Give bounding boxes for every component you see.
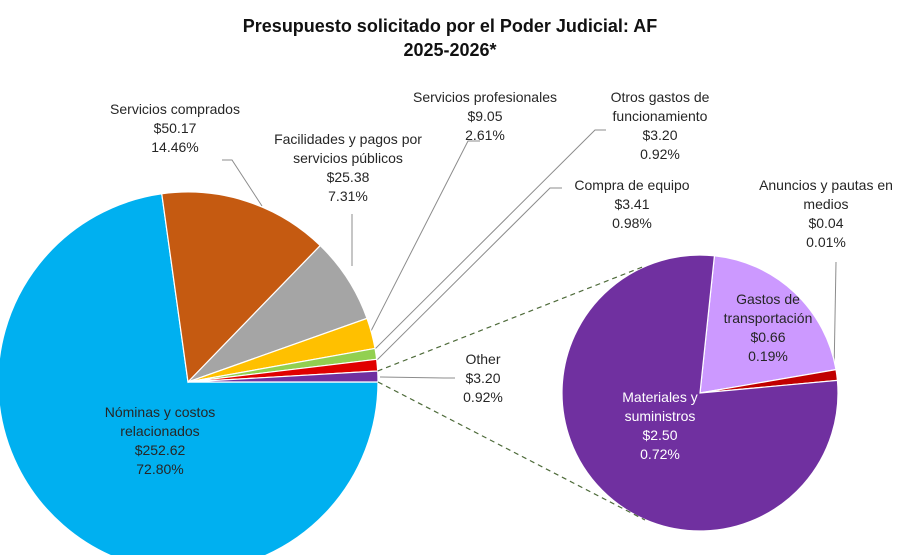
data-label: Other $3.20 0.92% bbox=[443, 350, 523, 407]
leader-line bbox=[376, 187, 562, 361]
data-label: Servicios comprados $50.17 14.46% bbox=[100, 100, 250, 157]
label-name: Anuncios y pautas en medios bbox=[759, 177, 893, 212]
label-percent: 0.92% bbox=[640, 146, 680, 162]
data-label: Anuncios y pautas en medios $0.04 0.01% bbox=[752, 176, 900, 252]
label-name: Compra de equipo bbox=[574, 177, 690, 193]
label-value: $25.38 bbox=[326, 169, 370, 185]
leader-line bbox=[833, 261, 837, 375]
chart-title: Presupuesto solicitado por el Poder Judi… bbox=[242, 16, 658, 60]
label-name: Other bbox=[465, 351, 501, 367]
pie-slice bbox=[187, 370, 379, 383]
label-value: $50.17 bbox=[153, 120, 197, 136]
leader-line bbox=[373, 129, 606, 351]
label-percent: 7.31% bbox=[328, 188, 368, 204]
label-percent: 2.61% bbox=[465, 127, 505, 143]
label-value: $3.20 bbox=[465, 370, 501, 386]
label-value: $0.66 bbox=[750, 329, 786, 345]
label-percent: 0.92% bbox=[463, 389, 503, 405]
leader-line bbox=[379, 376, 455, 379]
pie-slice bbox=[0, 193, 379, 555]
label-name: Facilidades y pagos por servicios públic… bbox=[274, 131, 422, 166]
label-name: Materiales y suministros bbox=[622, 389, 698, 424]
label-name: Nóminas y costos relacionados bbox=[104, 404, 216, 439]
data-label: Otros gastos de funcionamiento $3.20 0.92% bbox=[595, 88, 725, 164]
data-label: Gastos de transportación $0.66 0.19% bbox=[708, 290, 828, 366]
label-percent: 0.98% bbox=[612, 215, 652, 231]
label-value: $9.05 bbox=[467, 108, 503, 124]
pie-slice bbox=[699, 255, 837, 394]
label-percent: 72.80% bbox=[136, 461, 184, 477]
label-name: Servicios comprados bbox=[110, 101, 240, 117]
label-percent: 0.72% bbox=[640, 446, 680, 462]
data-label: Facilidades y pagos por servicios públic… bbox=[258, 130, 438, 206]
pie-slice bbox=[161, 191, 322, 384]
label-value: $3.20 bbox=[642, 127, 678, 143]
data-label: Compra de equipo $3.41 0.98% bbox=[557, 176, 707, 233]
label-value: $0.04 bbox=[808, 215, 844, 231]
leader-line bbox=[370, 140, 480, 332]
data-label: Nóminas y costos relacionados $252.62 72.8… bbox=[75, 403, 245, 479]
pie-slice bbox=[561, 254, 839, 532]
label-name: Otros gastos de funcionamiento bbox=[610, 89, 710, 124]
data-label: Servicios profesionales $9.05 2.61% bbox=[405, 88, 565, 145]
label-percent: 0.01% bbox=[806, 234, 846, 250]
label-name: Servicios profesionales bbox=[413, 89, 557, 105]
connector-line bbox=[377, 265, 646, 372]
label-value: $3.41 bbox=[614, 196, 650, 212]
leader-line bbox=[222, 159, 263, 207]
leader-lines bbox=[222, 129, 837, 379]
label-percent: 0.19% bbox=[748, 348, 788, 364]
label-value: $252.62 bbox=[134, 442, 186, 458]
label-value: $2.50 bbox=[642, 427, 678, 443]
label-name: Gastos de transportación bbox=[723, 291, 813, 326]
data-label: Materiales y suministros $2.50 0.72% bbox=[600, 388, 720, 464]
label-percent: 14.46% bbox=[151, 139, 199, 155]
